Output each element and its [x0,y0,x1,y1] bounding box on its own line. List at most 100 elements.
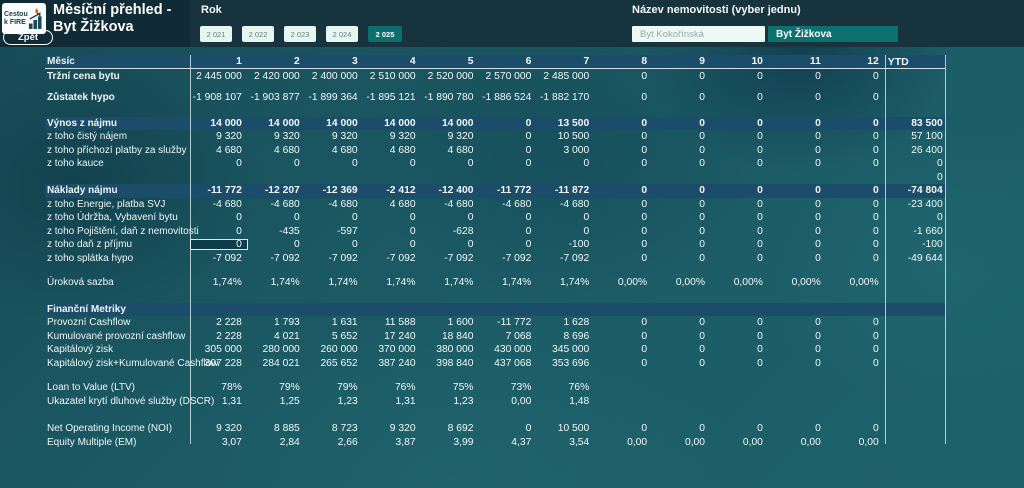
table-row: Provozní Cashflow 2 228 1 793 1 631 11 588 1 … [45,316,945,330]
table-row: Loan to Value (LTV) 78% 79% 79% 76% 75% 73% 76% [45,381,945,395]
year-button-2-024[interactable]: 2 024 [326,26,358,42]
value-cell: 0 [757,92,763,104]
value-cell: 1,31 [395,395,416,407]
value-cell: 0 [815,185,821,197]
value-cell: 1,74% [212,277,242,289]
value-cell: -435 [279,225,300,237]
row-label: Kapitálový zisk [47,344,114,356]
value-cell: -7 092 [328,252,358,264]
value-cell: 79% [337,382,358,394]
value-cell: 4 680 [274,144,300,156]
value-cell: 2 520 000 [427,70,474,82]
row-label: Tržní cena bytu [47,70,120,82]
value-cell: 1 631 [331,317,358,329]
value-cell: 0 [872,70,879,82]
value-cell: 0 [872,344,879,356]
ytd-cell: -74 804 [907,185,943,197]
value-cell: -7 092 [386,252,416,264]
value-cell: 3,07 [221,436,242,448]
label-column-line [190,55,191,444]
selected-cell[interactable]: 0 [190,239,248,251]
value-cell: 2 400 000 [311,70,358,82]
ytd-cell: 83 500 [911,117,943,129]
year-button-2-021[interactable]: 2 021 [200,26,232,42]
value-cell: 2,84 [279,436,300,448]
value-cell: 14 000 [441,117,474,129]
value-cell: -11 772 [207,185,242,197]
value-cell: 0 [815,344,821,356]
property-button-byt-kokořínská[interactable]: Byt Kokořínská [632,26,765,42]
value-cell: -597 [337,225,358,237]
value-cell: 0 [815,70,821,82]
logo-text: Cestou k FIRE [4,11,28,27]
value-cell: 9 320 [389,131,416,143]
row-label: Net Operating Income (NOI) [47,423,173,435]
value-cell: 1,31 [221,395,242,407]
header-separator-line [45,68,945,69]
year-button-2-022[interactable]: 2 022 [242,26,274,42]
month-column-header: 5 [467,56,474,68]
back-button[interactable]: Zpět [3,30,53,45]
year-button-2-023[interactable]: 2 023 [284,26,316,42]
row-label: z toho splátka hypo [47,252,134,264]
value-cell: 1 600 [447,317,474,329]
table-row: Kapitálový zisk 305 000 280 000 260 000 370 … [45,343,945,357]
table-row: 0 [45,171,945,185]
year-filter-label: Rok [201,4,222,16]
value-cell: -7 092 [502,252,532,264]
value-cell: 0 [815,117,821,129]
value-cell: 4 680 [216,144,242,156]
year-button-2-025[interactable]: 2 025 [368,26,402,42]
ytd-cell: 26 400 [911,144,943,156]
value-cell: 0 [236,225,242,237]
value-cell: 3,54 [569,436,590,448]
value-cell: 0 [699,239,706,251]
value-cell: 0 [757,212,763,224]
value-cell: -1 895 121 [366,92,416,104]
ytd-cell: 0 [936,171,943,183]
value-cell: 0 [757,252,763,264]
value-cell: 0 [641,344,648,356]
table-row: z toho Energie, platba SVJ -4 680 -4 680 -4… [45,198,945,212]
value-cell: 2 570 000 [485,70,532,82]
table-row: Zůstatek hypo -1 908 107 -1 903 877 -1 899 … [45,91,945,105]
value-cell: -7 092 [212,252,242,264]
value-cell: 0 [351,239,358,251]
table-row: Tržní cena bytu 2 445 000 2 420 000 2 400 0… [45,70,945,84]
month-column-header: 3 [351,56,358,68]
value-cell: 0 [815,239,821,251]
row-label: Kumulované provozní cashflow [47,330,186,342]
value-cell: 0 [583,212,590,224]
value-cell: -4 680 [270,198,300,210]
row-label: z toho daň z příjmu [47,239,133,251]
value-cell: -4 680 [444,198,474,210]
value-cell: 0 [699,344,706,356]
value-cell: -4 680 [212,198,242,210]
value-cell: 345 000 [552,344,590,356]
ytd-cell: -1 660 [913,225,943,237]
value-cell: 0 [467,239,474,251]
month12-column-line [885,55,886,444]
value-cell: 265 652 [320,357,358,369]
value-cell: 2 510 000 [369,70,416,82]
value-cell: 8 723 [331,423,358,435]
value-cell: -11 872 [554,185,590,197]
value-cell: 0 [872,317,879,329]
value-cell: 0 [872,92,879,104]
value-cell: 3 000 [563,144,590,156]
value-cell: 0 [699,212,706,224]
value-cell: 0 [872,131,879,143]
value-cell: 9 320 [389,423,416,435]
row-label: Zůstatek hypo [47,92,115,104]
value-cell: 9 320 [274,131,300,143]
value-cell: 0 [699,357,706,369]
table-row: z toho čistý nájem 9 320 9 320 9 320 9 320 9 … [45,130,945,144]
value-cell: 0 [699,185,706,197]
month-header-label: Měsíc [47,56,75,68]
value-cell: 14 000 [210,117,242,129]
value-cell: 0 [757,344,763,356]
value-cell: 0 [294,212,300,224]
value-cell: 0 [641,158,648,170]
property-button-byt-žižkova[interactable]: Byt Žižkova [768,26,898,42]
value-cell: 2 485 000 [543,70,590,82]
